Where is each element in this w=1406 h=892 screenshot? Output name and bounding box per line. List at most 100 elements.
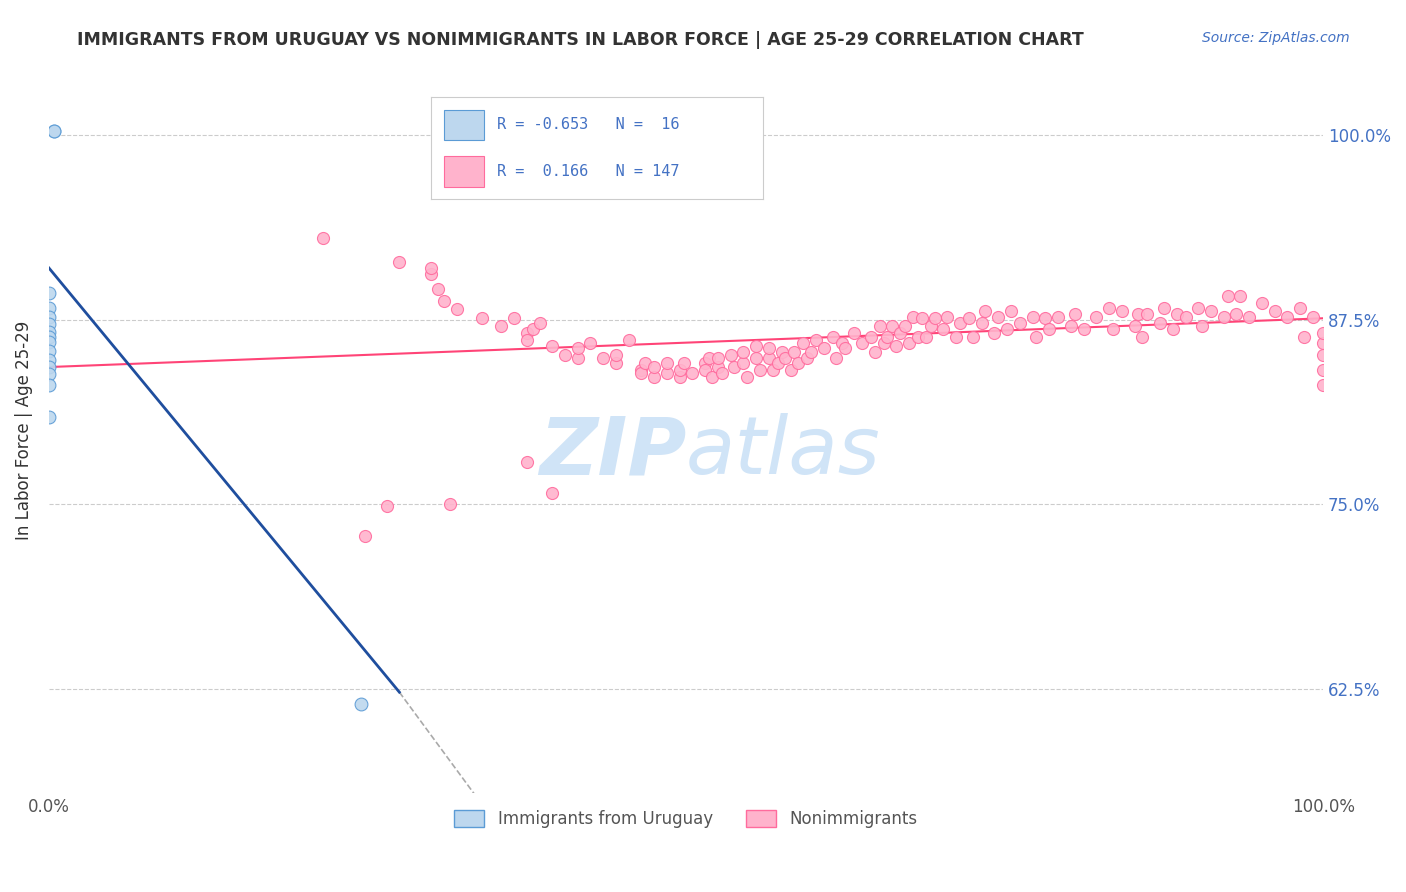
Point: [1187, 301, 1209, 315]
Point: [949, 316, 972, 330]
Point: [876, 330, 898, 344]
Point: [987, 310, 1010, 324]
Point: [1312, 377, 1334, 392]
Point: [1128, 307, 1150, 321]
Point: [1008, 316, 1031, 330]
Point: [1302, 310, 1324, 324]
Point: [38, 317, 60, 331]
Text: atlas: atlas: [686, 413, 880, 491]
Point: [1191, 318, 1213, 333]
Point: [426, 282, 449, 296]
Point: [1216, 289, 1239, 303]
Point: [529, 316, 551, 330]
Point: [672, 356, 695, 370]
Point: [1292, 330, 1315, 344]
Point: [634, 356, 657, 370]
Point: [446, 302, 468, 317]
Point: [1239, 310, 1261, 324]
Point: [914, 330, 936, 344]
Point: [554, 348, 576, 362]
Point: [995, 321, 1018, 335]
Point: [884, 339, 907, 353]
Point: [38, 410, 60, 425]
Point: [775, 351, 797, 366]
Point: [655, 366, 678, 380]
Point: [579, 336, 602, 351]
Point: [1063, 307, 1085, 321]
Point: [681, 366, 703, 380]
Point: [1047, 310, 1070, 324]
Point: [804, 334, 827, 348]
Point: [787, 356, 810, 370]
Legend: Immigrants from Uruguay, Nonimmigrants: Immigrants from Uruguay, Nonimmigrants: [447, 804, 924, 835]
Point: [1000, 304, 1022, 318]
Point: [695, 356, 717, 370]
Point: [1251, 296, 1274, 310]
Point: [38, 377, 60, 392]
Point: [439, 498, 461, 512]
Point: [471, 311, 494, 326]
Point: [924, 311, 946, 326]
Point: [38, 334, 60, 349]
Point: [567, 341, 589, 355]
Point: [1021, 310, 1043, 324]
Point: [1153, 301, 1175, 315]
Point: [792, 336, 814, 351]
Point: [749, 363, 772, 377]
Point: [882, 318, 904, 333]
Point: [707, 359, 730, 374]
Point: [1166, 307, 1188, 321]
Point: [844, 326, 866, 340]
Point: [1289, 301, 1312, 315]
Point: [957, 311, 980, 326]
Point: [354, 528, 377, 542]
Point: [1025, 330, 1047, 344]
Point: [831, 336, 853, 351]
Point: [758, 351, 780, 366]
Y-axis label: In Labor Force | Age 25-29: In Labor Force | Age 25-29: [15, 321, 32, 541]
Point: [38, 301, 60, 315]
Text: IMMIGRANTS FROM URUGUAY VS NONIMMIGRANTS IN LABOR FORCE | AGE 25-29 CORRELATION : IMMIGRANTS FROM URUGUAY VS NONIMMIGRANTS…: [77, 31, 1084, 49]
Point: [983, 326, 1005, 340]
Point: [1199, 304, 1222, 318]
Point: [516, 455, 538, 469]
Point: [920, 318, 942, 333]
Text: Source: ZipAtlas.com: Source: ZipAtlas.com: [1202, 31, 1350, 45]
Point: [38, 325, 60, 339]
Point: [38, 330, 60, 344]
Point: [869, 318, 891, 333]
Point: [970, 316, 993, 330]
Point: [898, 336, 921, 351]
Text: ZIP: ZIP: [538, 413, 686, 491]
Point: [723, 359, 745, 374]
Point: [907, 330, 929, 344]
Point: [38, 368, 60, 382]
Point: [872, 336, 894, 351]
Point: [541, 485, 564, 500]
Point: [936, 310, 959, 324]
Point: [433, 293, 456, 308]
Point: [503, 311, 526, 326]
Point: [1073, 321, 1095, 335]
Point: [932, 321, 955, 335]
Point: [516, 334, 538, 348]
Point: [1312, 336, 1334, 351]
Point: [821, 330, 844, 344]
Point: [1111, 304, 1133, 318]
Point: [834, 341, 856, 355]
Point: [758, 341, 780, 355]
Point: [1149, 316, 1171, 330]
Point: [668, 370, 690, 384]
Point: [894, 318, 917, 333]
Point: [710, 366, 733, 380]
Point: [1264, 304, 1286, 318]
Point: [779, 363, 801, 377]
Point: [1312, 348, 1334, 362]
Point: [745, 351, 768, 366]
Point: [643, 359, 665, 374]
Point: [700, 370, 723, 384]
Point: [491, 318, 513, 333]
Point: [1102, 321, 1125, 335]
Point: [312, 231, 335, 245]
Point: [766, 356, 789, 370]
